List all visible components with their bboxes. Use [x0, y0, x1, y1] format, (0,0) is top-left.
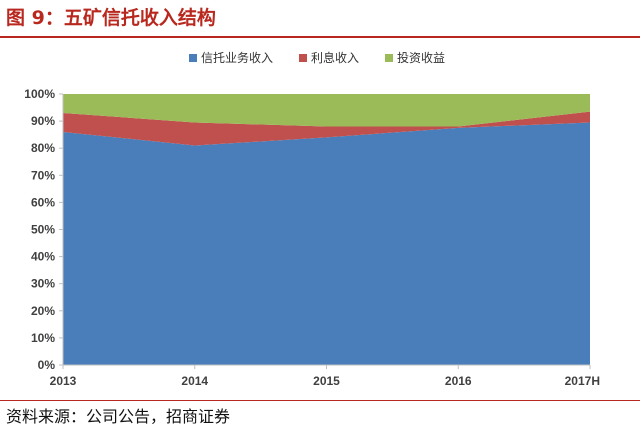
- y-tick-label: 70%: [31, 168, 55, 182]
- y-tick-label: 50%: [31, 223, 55, 237]
- y-tick-label: 10%: [31, 331, 55, 345]
- y-tick-label: 20%: [31, 304, 55, 318]
- chart-areas: [63, 94, 590, 365]
- legend-swatch-1: [189, 54, 197, 62]
- area-series-1: [63, 122, 590, 365]
- y-tick-label: 100%: [24, 87, 55, 101]
- title-divider: [0, 36, 640, 38]
- legend-swatch-3: [385, 54, 393, 62]
- stacked-area-chart: 信托业务收入 利息收入 投资收益 0% 10% 20% 30% 40% 50% 60% 70% 80…: [24, 50, 600, 388]
- x-tick-label: 2017H: [565, 374, 600, 388]
- legend-label-1: 信托业务收入: [201, 50, 273, 65]
- x-tick-label: 2014: [181, 374, 208, 388]
- chart-axes: 0% 10% 20% 30% 40% 50% 60% 70% 80% 90% 100% 2013 201…: [24, 87, 600, 388]
- x-tick-label: 2015: [313, 374, 340, 388]
- legend-label-2: 利息收入: [311, 50, 359, 65]
- area-series-2: [63, 111, 590, 146]
- legend-label-3: 投资收益: [397, 50, 445, 65]
- source-divider: [0, 400, 640, 401]
- y-tick-label: 30%: [31, 277, 55, 291]
- x-tick-label: 2013: [50, 374, 77, 388]
- figure-title: 图 9：五矿信托收入结构: [6, 7, 216, 29]
- y-tick-label: 40%: [31, 250, 55, 264]
- legend-swatch-2: [299, 54, 307, 62]
- area-series-3: [63, 94, 590, 127]
- y-tick-label: 80%: [31, 141, 55, 155]
- y-tick-label: 90%: [31, 114, 55, 128]
- source-note: 资料来源：公司公告，招商证券: [6, 407, 231, 426]
- chart-legend: 信托业务收入 利息收入 投资收益: [189, 50, 445, 65]
- x-tick-label: 2016: [445, 374, 472, 388]
- y-tick-label: 0%: [38, 358, 56, 372]
- y-tick-label: 60%: [31, 195, 55, 209]
